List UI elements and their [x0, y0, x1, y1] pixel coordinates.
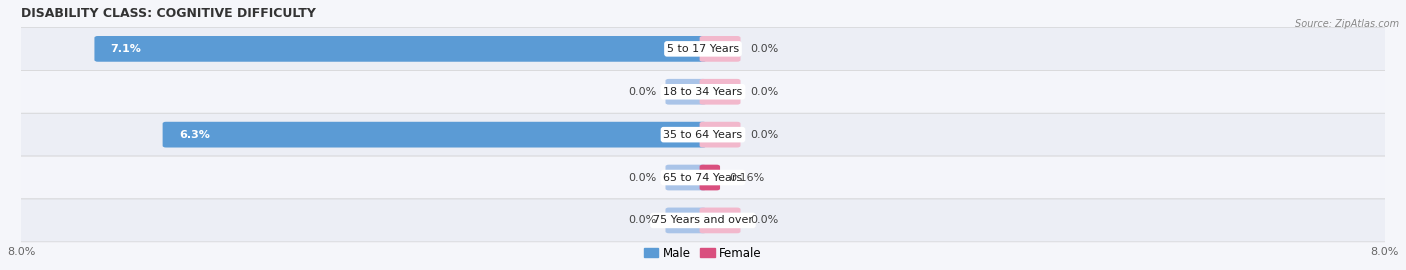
- Text: 0.0%: 0.0%: [749, 130, 778, 140]
- FancyBboxPatch shape: [17, 70, 1389, 113]
- Text: 0.0%: 0.0%: [749, 87, 778, 97]
- FancyBboxPatch shape: [17, 113, 1389, 156]
- FancyBboxPatch shape: [665, 165, 706, 190]
- Text: 5 to 17 Years: 5 to 17 Years: [666, 44, 740, 54]
- Text: 0.0%: 0.0%: [628, 87, 657, 97]
- Text: 65 to 74 Years: 65 to 74 Years: [664, 173, 742, 183]
- Text: Source: ZipAtlas.com: Source: ZipAtlas.com: [1295, 19, 1399, 29]
- Text: 0.0%: 0.0%: [628, 215, 657, 225]
- FancyBboxPatch shape: [700, 208, 741, 233]
- FancyBboxPatch shape: [700, 36, 741, 62]
- FancyBboxPatch shape: [700, 122, 741, 147]
- FancyBboxPatch shape: [700, 165, 720, 190]
- Text: 0.0%: 0.0%: [628, 173, 657, 183]
- FancyBboxPatch shape: [17, 199, 1389, 242]
- Text: 7.1%: 7.1%: [111, 44, 142, 54]
- FancyBboxPatch shape: [163, 122, 706, 147]
- FancyBboxPatch shape: [17, 156, 1389, 199]
- FancyBboxPatch shape: [94, 36, 706, 62]
- Legend: Male, Female: Male, Female: [640, 242, 766, 264]
- FancyBboxPatch shape: [17, 28, 1389, 70]
- Text: 0.0%: 0.0%: [749, 44, 778, 54]
- Text: 75 Years and over: 75 Years and over: [652, 215, 754, 225]
- Text: DISABILITY CLASS: COGNITIVE DIFFICULTY: DISABILITY CLASS: COGNITIVE DIFFICULTY: [21, 7, 316, 20]
- FancyBboxPatch shape: [665, 79, 706, 104]
- Text: 0.0%: 0.0%: [749, 215, 778, 225]
- Text: 6.3%: 6.3%: [179, 130, 209, 140]
- FancyBboxPatch shape: [700, 79, 741, 104]
- Text: 18 to 34 Years: 18 to 34 Years: [664, 87, 742, 97]
- Text: 0.16%: 0.16%: [730, 173, 765, 183]
- Text: 35 to 64 Years: 35 to 64 Years: [664, 130, 742, 140]
- FancyBboxPatch shape: [665, 208, 706, 233]
